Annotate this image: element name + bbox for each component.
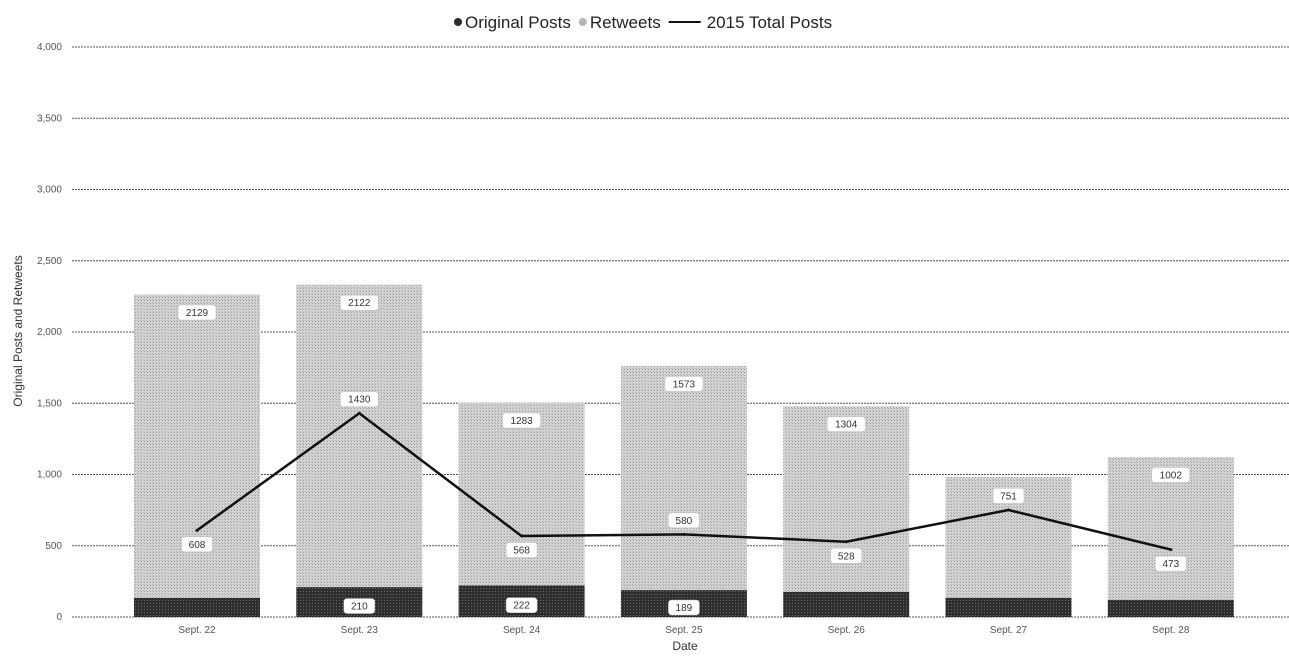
legend-swatch-original-posts: [454, 18, 462, 26]
data-label-retweets-sept-25-box: [664, 376, 704, 392]
data-label-retweets-sept-23-text: 2122: [348, 298, 371, 309]
line-point-sept-26: [844, 540, 848, 544]
data-label-total-sept-24-box: [505, 542, 538, 558]
data-label-total-sept-22: 608: [181, 536, 213, 553]
line-point-sept-24: [520, 534, 524, 538]
data-labels: 2129212221012832221573189130484810026081…: [177, 294, 1191, 616]
data-label-original-sept-25-text: 189: [676, 603, 693, 614]
line-point-sept-23: [357, 411, 361, 415]
line-point-sept-22: [195, 528, 199, 532]
x-tick-label: Sept. 27: [990, 625, 1028, 636]
line-point-sept-25: [682, 532, 686, 536]
data-label-retweets-sept-28: 1002: [1151, 467, 1191, 483]
data-label-retweets-sept-23: 2122: [340, 294, 379, 311]
x-axis-title: Date: [672, 639, 698, 653]
data-label-total-sept-23: 1430: [340, 391, 379, 407]
data-label-original-sept-23-box: [343, 598, 376, 614]
data-label-total-sept-27-box: [992, 488, 1025, 504]
data-label-retweets-sept-24-text: 1283: [510, 416, 533, 427]
x-tick-label: Sept. 23: [341, 625, 379, 636]
data-label-total-sept-27-text: 751: [1000, 491, 1017, 502]
legend-label: Original Posts: [465, 13, 571, 32]
y-axis-ticks: 0 500 1,000 1,500 2,000 2,500 3,000 3,500 4,000: [37, 42, 62, 623]
data-label-total-sept-23-box: [340, 391, 379, 407]
data-label-total-sept-26-text: 528: [838, 551, 855, 562]
data-label-total-sept-28: 473: [1155, 555, 1187, 572]
y-tick-label: 3,500: [37, 113, 62, 124]
data-label-retweets-sept-26-box: [826, 416, 866, 432]
data-label-original-sept-23: 210: [343, 598, 376, 614]
line-point-sept-28: [1169, 548, 1173, 552]
bar-original-posts-sept-26: [783, 591, 910, 617]
legend: Original Posts Retweets 2015 Total Posts: [454, 13, 832, 32]
legend-swatch-retweets: [578, 18, 587, 26]
bar-retweets-sept-26: [783, 406, 910, 592]
x-axis-ticks: Sept. 22 Sept. 23 Sept. 24 Sept. 25 Sept. 26…: [178, 625, 1189, 636]
data-label-total-sept-25-text: 580: [676, 516, 693, 527]
x-tick-label: Sept. 24: [503, 625, 541, 636]
legend-item-retweets: Retweets: [578, 13, 661, 32]
legend-item-2015-total-posts: 2015 Total Posts: [668, 13, 832, 32]
total-posts-line: [195, 411, 1173, 552]
data-label-retweets-sept-24: 1283: [502, 412, 541, 429]
y-tick-label: 3,000: [37, 185, 62, 196]
data-label-retweets-sept-25-text: 1573: [673, 379, 696, 390]
bar-retweets-sept-25: [620, 365, 747, 591]
legend-label: Retweets: [590, 13, 661, 32]
data-label-retweets-sept-22-box: [177, 304, 217, 321]
data-label-total-sept-28-box: [1155, 555, 1187, 572]
data-label-total-sept-27: 751: [992, 488, 1025, 504]
y-tick-label: 2,000: [37, 327, 62, 338]
data-label-original-sept-24-box: [505, 597, 538, 613]
data-label-original-sept-23-text: 210: [351, 602, 368, 613]
x-tick-label: Sept. 26: [828, 625, 866, 636]
y-axis-title: Original Posts and Retweets: [11, 255, 25, 406]
legend-item-original-posts: Original Posts: [454, 13, 571, 32]
data-label-retweets-sept-23-box: [340, 294, 379, 311]
bar-retweets-sept-24: [458, 402, 585, 586]
bars: [134, 284, 1234, 617]
line-point-sept-27: [1007, 508, 1010, 512]
data-label-total-sept-24: 568: [505, 542, 538, 558]
data-label-original-sept-24: 222: [505, 597, 538, 613]
data-label-original-sept-24-text: 222: [513, 601, 530, 612]
x-tick-label: Sept. 22: [178, 625, 216, 636]
data-label-retweets-sept-22: 2129: [177, 304, 217, 321]
data-label-original-sept-25: 189: [668, 599, 700, 616]
bar-original-posts-sept-22: [134, 597, 260, 617]
data-label-total-sept-24-text: 568: [513, 546, 530, 557]
data-label-total-sept-26-box: [830, 548, 862, 564]
data-label-retweets-sept-24-box: [502, 412, 541, 429]
data-label-retweets-sept-28-box: [1151, 467, 1191, 483]
bar-original-posts-sept-28: [1107, 599, 1234, 617]
bar-retweets-sept-22: [134, 294, 260, 598]
data-label-total-sept-26: 528: [830, 548, 862, 564]
data-label-retweets-sept-26: 1304: [826, 416, 866, 432]
y-tick-label: 4,000: [37, 42, 62, 53]
x-tick-label: Sept. 25: [665, 625, 703, 636]
y-tick-label: 1,500: [37, 398, 62, 409]
data-label-total-sept-22-box: [181, 536, 213, 553]
y-tick-label: 2,500: [37, 256, 62, 267]
data-label-total-sept-28-text: 473: [1162, 559, 1179, 570]
data-label-original-sept-25-box: [668, 599, 700, 616]
data-label-retweets-sept-22-text: 2129: [186, 308, 209, 319]
data-label-total-sept-22-text: 608: [189, 540, 206, 551]
y-tick-label: 500: [45, 541, 62, 552]
data-label-total-sept-25-box: [668, 512, 700, 529]
data-label-retweets-sept-26-text: 1304: [835, 420, 858, 431]
x-tick-label: Sept. 28: [1152, 625, 1190, 636]
data-label-total-sept-25: 580: [668, 512, 700, 529]
data-label-retweets-sept-25: 1573: [664, 376, 704, 392]
legend-label: 2015 Total Posts: [707, 13, 832, 32]
y-tick-label: 1,000: [37, 470, 62, 481]
bar-retweets-sept-23: [296, 284, 423, 588]
data-label-retweets-sept-28-text: 1002: [1160, 470, 1183, 481]
bar-original-posts-sept-27: [945, 597, 1072, 617]
data-label-total-sept-23-text: 1430: [348, 395, 371, 406]
y-tick-label: 0: [56, 612, 62, 623]
